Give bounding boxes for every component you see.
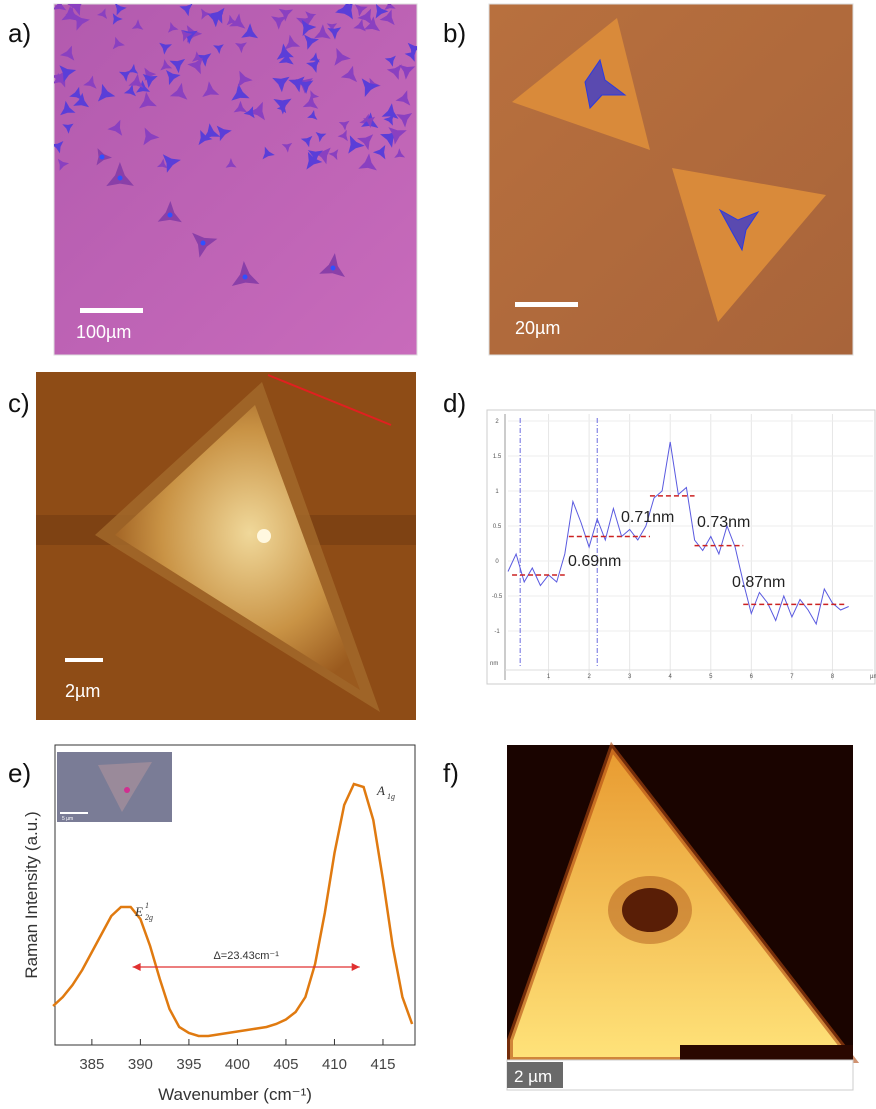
scale-bar [60, 812, 88, 814]
x-tick-label: 390 [128, 1056, 153, 1073]
peak-label: 2g [145, 913, 153, 922]
flake-center [201, 241, 206, 246]
scale-bar [65, 658, 103, 662]
x-tick-label: 400 [225, 1056, 250, 1073]
x-axis-label: µm [870, 674, 876, 680]
x-tick-label: 405 [273, 1056, 298, 1073]
y-tick-label: 1.5 [493, 454, 502, 460]
x-tick-label: 410 [322, 1056, 347, 1073]
scale-bar-label: 2µm [65, 681, 100, 701]
flake-center [124, 787, 130, 793]
scale-bar [80, 308, 143, 313]
figure: a) 100µm b) 20µm c) 2µm d) 12345678-1-0.… [0, 0, 876, 1109]
scale-bar-label: 2 µm [514, 1067, 552, 1086]
x-tick-label: 415 [370, 1056, 395, 1073]
panel-label: e) [8, 758, 31, 788]
particle [257, 529, 271, 543]
step-label: 0.73nm [697, 514, 750, 531]
peak-label: E [134, 904, 143, 919]
map-strip [680, 1045, 853, 1060]
scale-bar [515, 302, 578, 307]
chart-frame [487, 410, 875, 684]
x-tick-label: 395 [176, 1056, 201, 1073]
flake-center [168, 213, 173, 218]
y-tick-label: -1 [494, 629, 500, 635]
scale-bar-label: 20µm [515, 318, 560, 338]
step-label: 0.69nm [568, 553, 621, 570]
scale-bar-label: 100µm [76, 322, 131, 342]
flake-center [243, 275, 248, 280]
scale-bar-label: 5 µm [62, 816, 73, 822]
delta-label: Δ=23.43cm⁻¹ [213, 950, 279, 962]
flake-halo [608, 876, 692, 944]
flake-center [118, 176, 123, 181]
y-axis-label: nm [490, 661, 498, 667]
y-axis-label: Raman Intensity (a.u.) [22, 811, 41, 978]
step-label: 0.87nm [732, 574, 785, 591]
peak-label: 1 [145, 901, 149, 910]
flake-center [331, 266, 336, 271]
panel-label: b) [443, 18, 466, 48]
step-label: 0.71nm [621, 509, 674, 526]
x-axis-label: Wavenumber (cm⁻¹) [158, 1085, 312, 1104]
panel-label: a) [8, 18, 31, 48]
panel-label: d) [443, 388, 466, 418]
micrograph [54, 4, 417, 355]
x-tick-label: 385 [79, 1056, 104, 1073]
panel-label: f) [443, 758, 459, 788]
y-tick-label: 0.5 [493, 524, 502, 530]
flake-center [100, 155, 105, 160]
peak-label: A [376, 783, 385, 798]
peak-label: 1g [387, 792, 395, 801]
panel-label: c) [8, 388, 30, 418]
y-tick-label: -0.5 [492, 594, 503, 600]
